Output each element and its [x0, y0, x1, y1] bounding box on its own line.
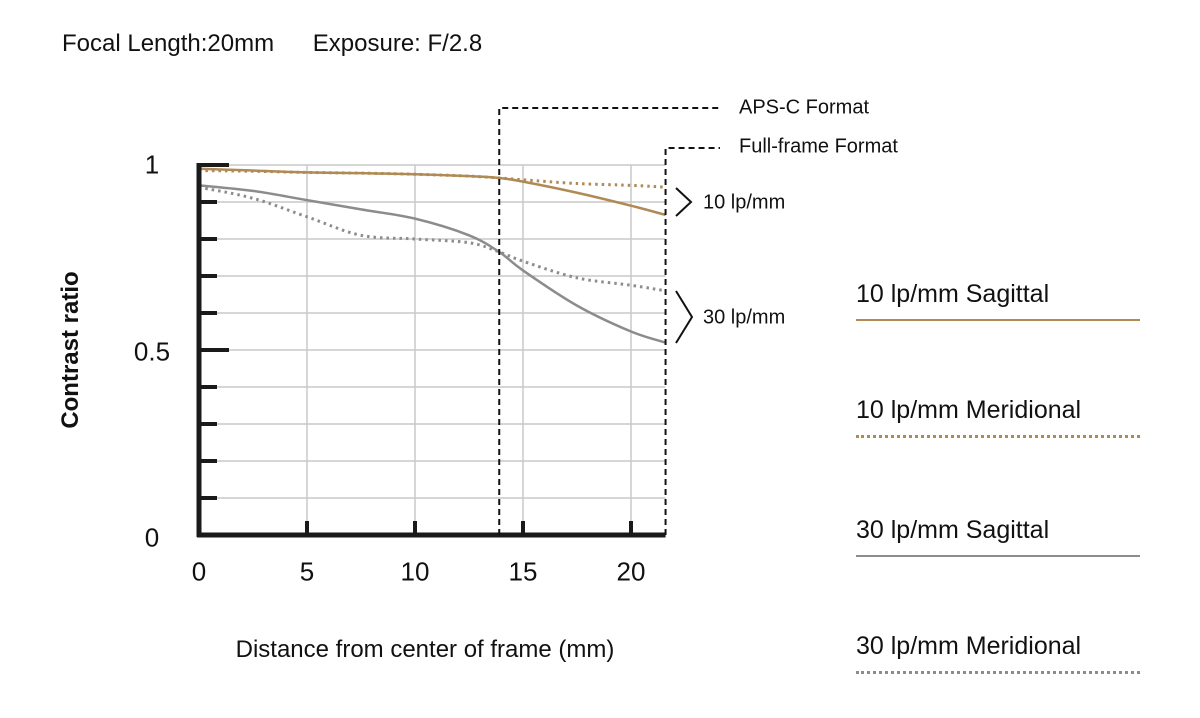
x-tick-20: 20: [616, 556, 646, 587]
x-tick-0: 0: [191, 556, 207, 587]
x-tick-15: 15: [508, 556, 538, 587]
x-axis-label: Distance from center of frame (mm): [235, 636, 615, 663]
y-tick-0-5: 0.5: [133, 336, 171, 367]
legend-label: 10 lp/mm Sagittal: [856, 280, 1050, 308]
bracket-label-10lp: 10 lp/mm: [703, 191, 786, 214]
legend-30-sagittal: 30 lp/mm Sagittal: [856, 516, 1140, 557]
focal-length-label: Focal Length:20mm: [62, 30, 275, 57]
bracket-label-30lp: 30 lp/mm: [703, 306, 786, 329]
legend-swatch: [856, 671, 1140, 674]
legend-label: 10 lp/mm Meridional: [856, 396, 1082, 424]
exposure-label: Exposure: F/2.8: [312, 30, 483, 57]
legend-swatch: [856, 435, 1140, 438]
legend-10-sagittal: 10 lp/mm Sagittal: [856, 280, 1140, 321]
apsc-format-line: [498, 107, 720, 535]
series-10-lp-mm-sagittal: [198, 167, 666, 217]
fullframe-format-line: [664, 147, 720, 535]
x-tick-5: 5: [299, 556, 315, 587]
chart-header: Focal Length:20mm Exposure: F/2.8: [62, 30, 514, 58]
series-30-lp-mm-sagittal: [198, 184, 666, 344]
y-axis-label: Contrast ratio: [57, 271, 84, 429]
legend-30-meridional: 30 lp/mm Meridional: [856, 632, 1140, 674]
legend-10-meridional: 10 lp/mm Meridional: [856, 396, 1140, 438]
bracket-30lp-icon: [675, 290, 694, 344]
legend-swatch: [856, 319, 1140, 321]
legend-label: 30 lp/mm Sagittal: [856, 516, 1050, 544]
y-tick-0: 0: [144, 522, 160, 553]
x-tick-10: 10: [400, 556, 430, 587]
series-10-lp-mm-meridional: [198, 169, 666, 189]
legend-label: 30 lp/mm Meridional: [856, 632, 1082, 660]
apsc-format-label: APS-C Format: [739, 96, 870, 119]
fullframe-format-label: Full-frame Format: [739, 135, 898, 158]
bracket-10lp-icon: [675, 187, 693, 217]
y-tick-1: 1: [144, 149, 160, 180]
legend-swatch: [856, 555, 1140, 557]
